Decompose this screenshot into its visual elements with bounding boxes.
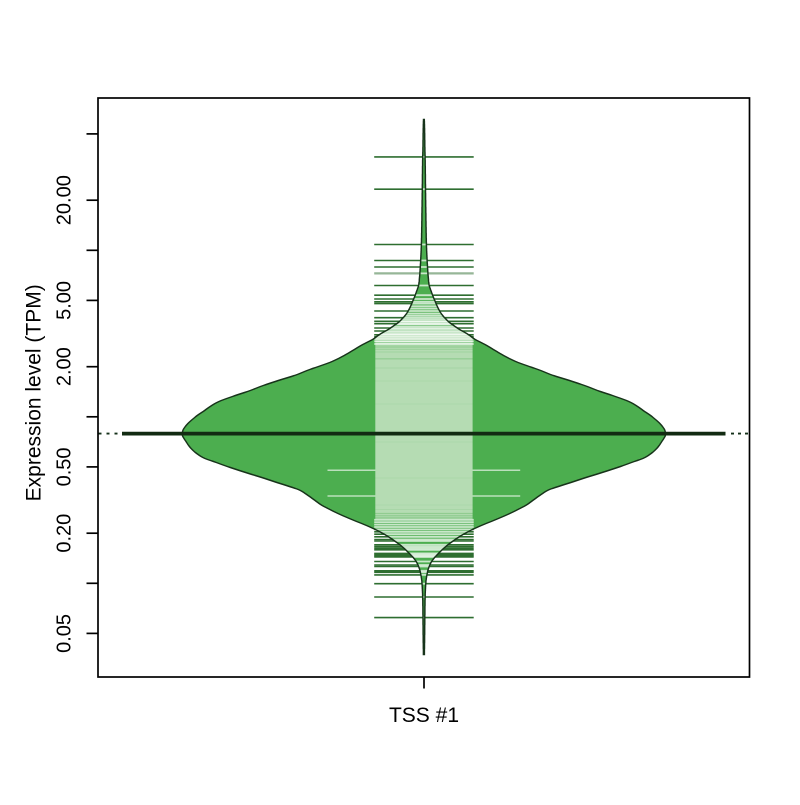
svg-text:0.50: 0.50 <box>54 447 76 486</box>
svg-text:5.00: 5.00 <box>54 281 76 320</box>
svg-text:20.00: 20.00 <box>54 175 76 225</box>
svg-text:2.00: 2.00 <box>54 347 76 386</box>
svg-text:Expression level (TPM): Expression level (TPM) <box>23 284 46 501</box>
svg-text:TSS #1: TSS #1 <box>389 704 459 727</box>
svg-text:0.05: 0.05 <box>54 614 76 653</box>
svg-text:0.20: 0.20 <box>54 514 76 553</box>
